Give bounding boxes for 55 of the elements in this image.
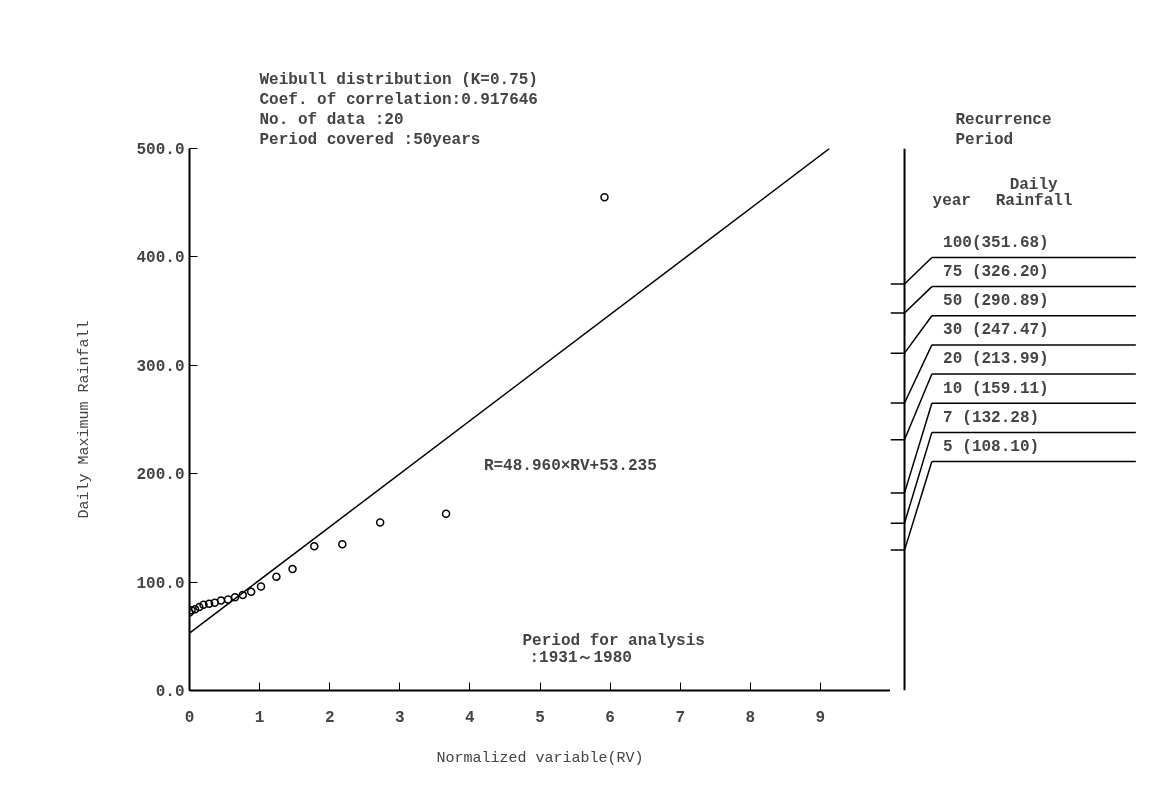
point (190, 604, 200, 614)
text: Rainfall (995, 191, 1073, 210)
annotation: Period covered :50years (259, 130, 481, 149)
text: Coef. of correlation:0.917646 (259, 90, 538, 109)
x-tick-label: 9 (815, 708, 826, 727)
y-axis-title: Daily Maximum Rainfall (76, 320, 94, 519)
text: Period (955, 130, 1014, 149)
point (256, 582, 266, 591)
point (210, 598, 219, 607)
text: 100(351.68) (943, 233, 1049, 252)
point (223, 595, 233, 604)
y-tick-label: 0.0 (155, 683, 185, 701)
x-tick-label: 8 (745, 708, 756, 727)
annotation: :1931～1980 (529, 648, 632, 667)
text: Recurrence (955, 110, 1052, 129)
annotation: R=48.960×RV+53.235 (483, 457, 657, 476)
point (272, 572, 281, 581)
y-tick-label: 200.0 (136, 466, 185, 485)
point (238, 590, 248, 600)
x-tick-label: 5 (535, 708, 545, 727)
text: 5 (108.10) (943, 437, 1040, 456)
text: No. of data :20 (259, 110, 404, 129)
point (600, 193, 609, 202)
point (195, 602, 204, 612)
annotation: Period for analysis (522, 631, 705, 650)
point (288, 564, 297, 574)
text: year (932, 191, 971, 210)
text: 50 (290.89) (943, 292, 1049, 311)
x-tick-label: 4 (465, 708, 476, 727)
x-tick-label: 1 (254, 708, 265, 727)
point (199, 600, 208, 610)
y-tick-label: 400.0 (136, 249, 185, 268)
x-axis-title: Normalized variable(RV) (436, 749, 644, 767)
text: 7 (132.28) (943, 408, 1040, 427)
point (216, 596, 226, 605)
y-tick-label: 300.0 (136, 357, 185, 376)
y-tick-label: 500.0 (136, 141, 185, 159)
x-tick-label: 6 (605, 708, 615, 727)
point (230, 593, 240, 602)
point (441, 509, 451, 519)
point (338, 539, 347, 549)
x-tick-label: 2 (324, 708, 335, 727)
x-tick-label: 7 (675, 708, 686, 727)
text: 10 (159.11) (943, 379, 1049, 398)
chart-title: Weibull distribution (K=0.75) (259, 70, 538, 89)
text: 20 (213.99) (943, 350, 1049, 369)
x-tick-label: 3 (395, 708, 405, 727)
point (204, 599, 214, 609)
point (246, 587, 256, 597)
y-tick-label: 100.0 (136, 574, 185, 593)
text: 30 (247.47) (943, 321, 1049, 340)
x-tick-label: 0 (184, 708, 195, 727)
point (375, 518, 385, 527)
text: 75 (326.20) (943, 262, 1049, 281)
point (310, 542, 319, 551)
